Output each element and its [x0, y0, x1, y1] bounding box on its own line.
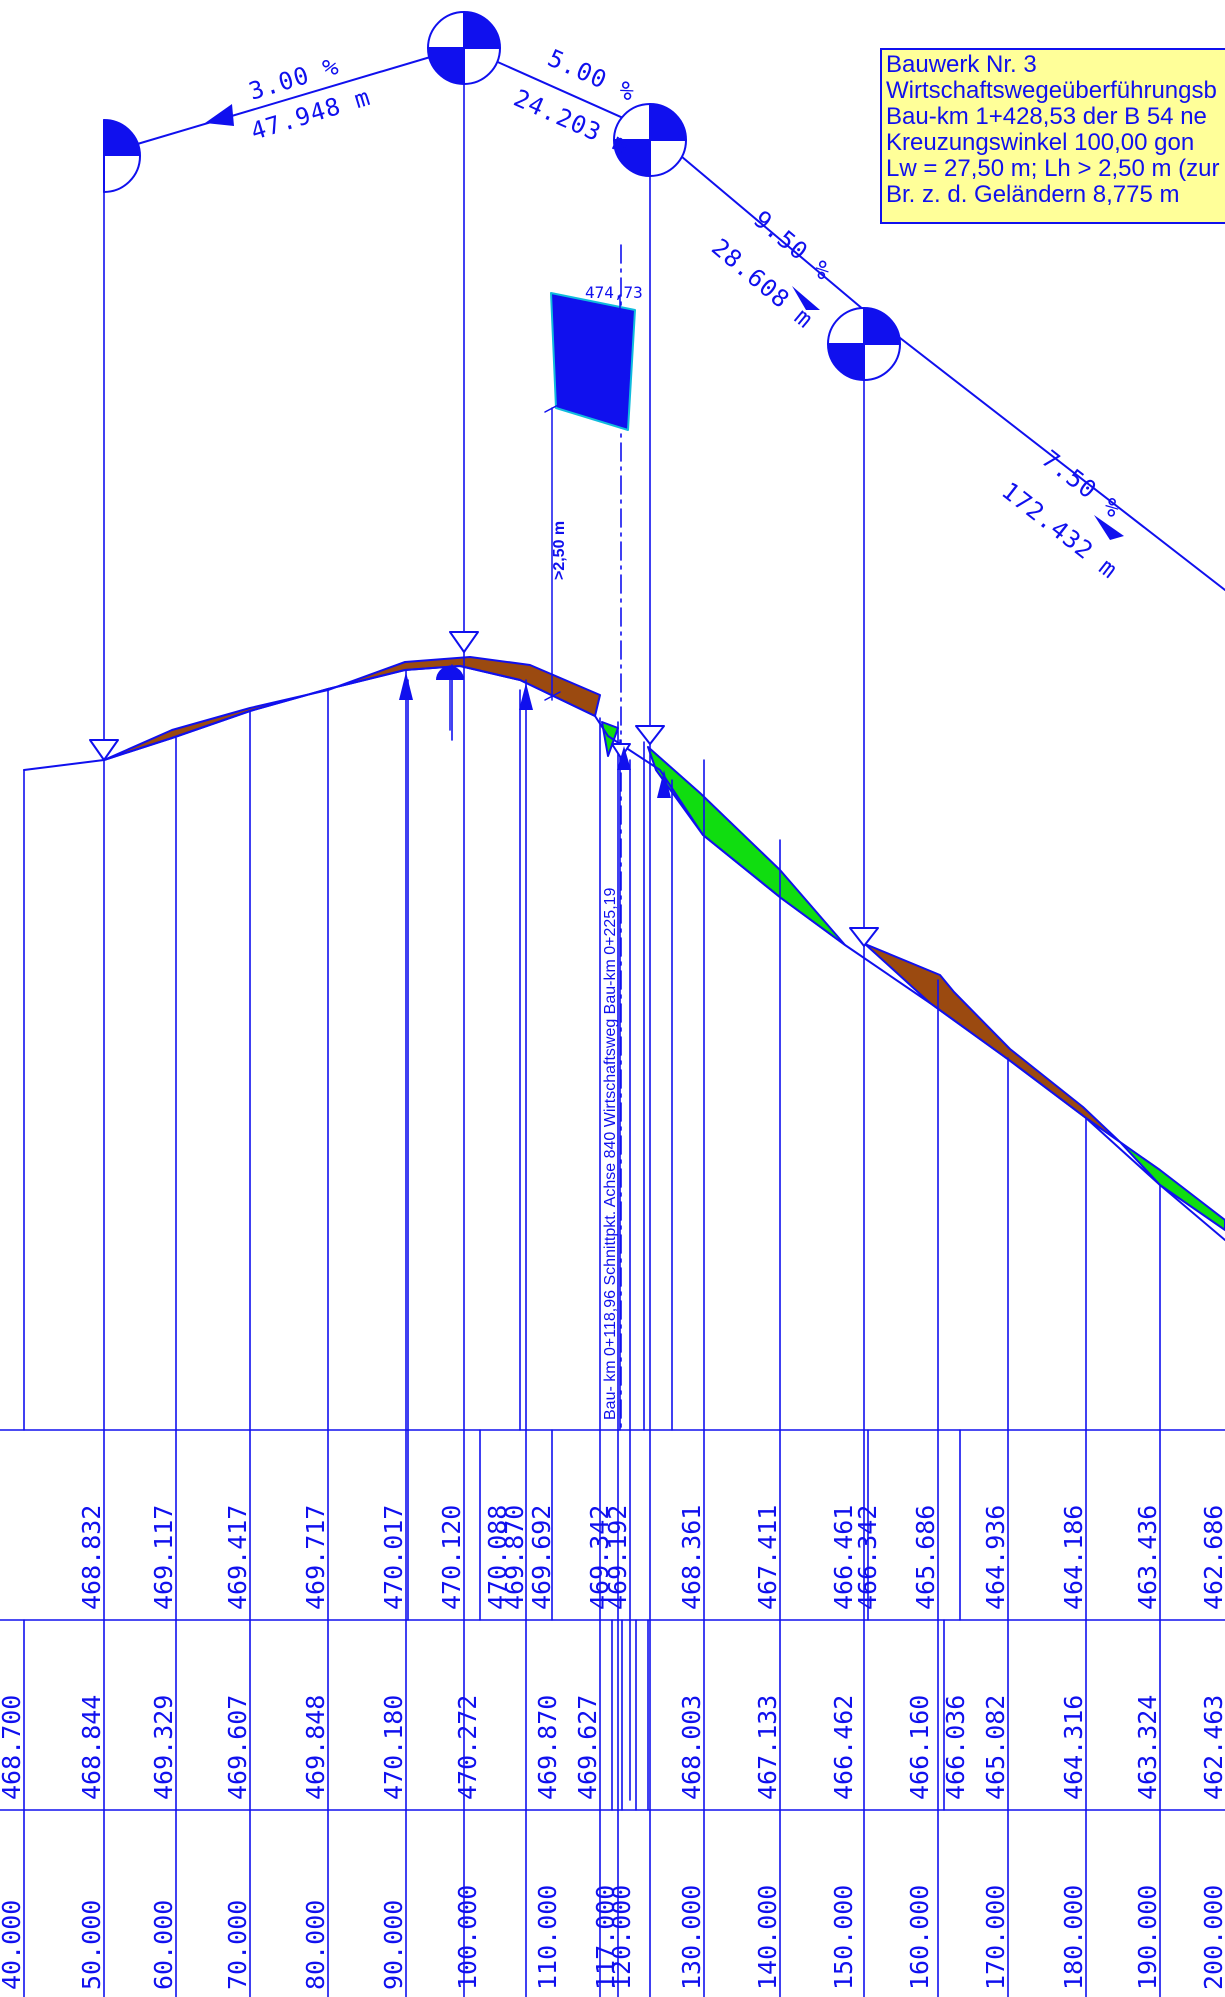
station-value: 190.000 [1133, 1885, 1162, 1990]
ground-elevation-value: 465.082 [981, 1695, 1010, 1800]
design-elevation-value: 469.342 [585, 1505, 614, 1610]
grade-arrow-3 [1094, 515, 1124, 540]
ground-elevation-value: 462.463 [1199, 1695, 1225, 1800]
design-elevation-value: 465.686 [911, 1505, 940, 1610]
station-value: 80.000 [301, 1900, 330, 1990]
grade-2-percent: 5.00 % [544, 44, 640, 107]
design-elevation-value: 464.936 [981, 1505, 1010, 1610]
structure-title: Bauwerk Nr. 3 [886, 51, 1037, 78]
ground-elevation-value: 469.329 [149, 1695, 178, 1800]
station-row: 40.000 50.000 60.000 70.000 80.000 90.000 100.… [0, 1885, 1225, 1990]
ground-elevation-value: 468.700 [0, 1695, 26, 1800]
design-elevation-row: 468.832 469.117 469.417 469.717 470.017 470.1… [77, 1505, 1225, 1610]
ground-elevation-value: 468.003 [677, 1695, 706, 1800]
station-value: 90.000 [379, 1900, 408, 1990]
design-elevation-value: 464.186 [1059, 1505, 1088, 1610]
design-elevation-value: 469.417 [223, 1505, 252, 1610]
structure-info-box: Bauwerk Nr. 3 Wirtschaftswegeüberführung… [880, 48, 1225, 224]
intersection-label: Bau- km 0+118,96 Schnittpkt. Achse 840 W… [602, 887, 619, 1420]
vertex-symbol-2 [427, 11, 501, 85]
grade-arrow-2 [792, 286, 820, 310]
vertex-symbol-3 [613, 103, 687, 177]
ground-elevation-value: 464.316 [1059, 1695, 1088, 1800]
station-value: 160.000 [905, 1885, 934, 1990]
station-value: 110.000 [533, 1885, 562, 1990]
station-value: 150.000 [829, 1885, 858, 1990]
station-value: 180.000 [1059, 1885, 1088, 1990]
design-elevation-value: 470.017 [379, 1505, 408, 1610]
structure-line-5: Br. z. d. Geländern 8,775 m [886, 181, 1180, 208]
design-elevation-value: 466.342 [853, 1505, 882, 1610]
fill-area-slope [647, 746, 846, 946]
station-value: 170.000 [981, 1885, 1010, 1990]
ground-elevation-value: 470.272 [453, 1695, 482, 1800]
ground-elevation-value: 469.870 [533, 1695, 562, 1800]
design-elevation-value: 469.717 [301, 1505, 330, 1610]
design-elevation-value: 469.192 [603, 1505, 632, 1610]
ground-elevation-value: 469.607 [223, 1695, 252, 1800]
design-elevation-value: 468.832 [77, 1505, 106, 1610]
design-elevation-value: 470.088 [483, 1505, 512, 1610]
station-lines [23, 59, 1161, 1997]
station-value: 40.000 [0, 1900, 26, 1990]
level-markers [89, 631, 879, 947]
ground-elevation-value: 466.462 [829, 1695, 858, 1800]
clearance-label: >2,50 m [551, 521, 568, 580]
design-elevation-value: 468.361 [677, 1505, 706, 1610]
ground-elevation-value: 470.180 [379, 1695, 408, 1800]
ground-elevation-value: 466.160 [905, 1695, 934, 1800]
up-arrows [399, 672, 671, 798]
design-elevation-value: 469.870 [500, 1505, 529, 1610]
station-value: 120.000 [607, 1885, 636, 1990]
design-elevation-value: 463.436 [1133, 1505, 1162, 1610]
cut-marker [436, 665, 464, 731]
station-value: 50.000 [77, 1900, 106, 1990]
vertex-symbol-1 [103, 119, 141, 193]
fill-area-wedge [601, 721, 619, 757]
ground-elevation-value: 468.844 [77, 1695, 106, 1800]
station-value: 60.000 [149, 1900, 178, 1990]
station-value: 140.000 [753, 1885, 782, 1990]
station-value: 200.000 [1199, 1885, 1225, 1990]
structure-line-1: Wirtschaftswegeüberführungsb [886, 77, 1217, 104]
design-elevation-value: 469.117 [149, 1505, 178, 1610]
fill-area-far-right [1119, 1141, 1225, 1231]
design-elevation-value: 467.411 [753, 1505, 782, 1610]
station-value: 130.000 [677, 1885, 706, 1990]
grade-arrow-1 [205, 104, 234, 126]
ground-elevation-value: 463.324 [1133, 1695, 1162, 1800]
bridge-deck [550, 292, 636, 431]
structure-line-3: Kreuzungswinkel 100,00 gon [886, 129, 1195, 156]
table-grid [0, 1429, 1225, 1997]
design-elevation-value: 466.461 [829, 1505, 858, 1610]
ground-elevation-row: 468.700 468.844 469.329 469.607 469.848 470.1… [0, 1695, 1225, 1800]
design-elevation-value: 469.692 [527, 1505, 556, 1610]
structure-line-2: Bau-km 1+428,53 der B 54 ne [886, 103, 1207, 130]
station-value: 117.000 [591, 1885, 620, 1990]
ground-elevation-value: 469.848 [301, 1695, 330, 1800]
design-elevation-value: 470.120 [437, 1505, 466, 1610]
design-elevation-value: 462.686 [1199, 1505, 1225, 1610]
station-value: 70.000 [223, 1900, 252, 1990]
ground-elevation-value: 467.133 [753, 1695, 782, 1800]
bridge-elevation-label: 474,73 [585, 283, 643, 302]
vertex-symbol-4 [827, 307, 901, 381]
ground-elevation-value: 469.627 [573, 1695, 602, 1800]
ground-elevation-value: 466.036 [941, 1695, 970, 1800]
structure-line-4: Lw = 27,50 m; Lh > 2,50 m (zur [886, 155, 1220, 182]
station-value: 100.000 [453, 1885, 482, 1990]
cut-area-right [864, 943, 1121, 1143]
